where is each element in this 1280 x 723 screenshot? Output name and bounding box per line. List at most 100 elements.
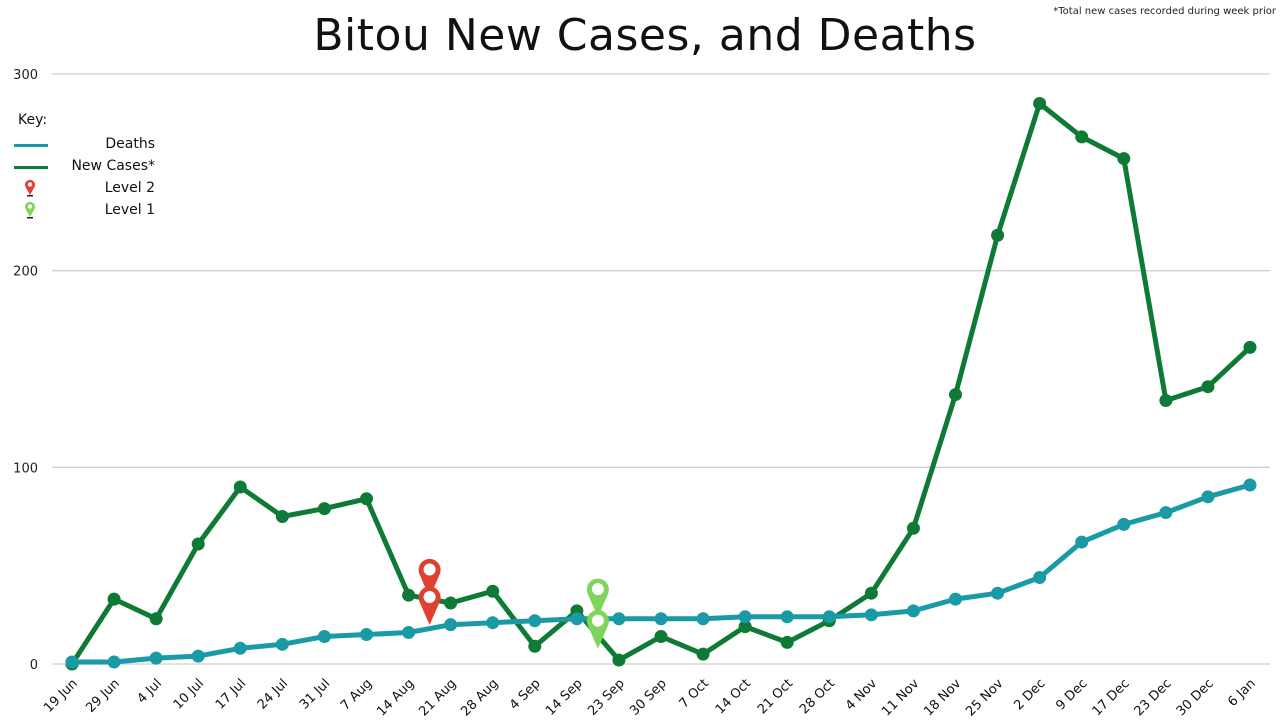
data-point-new-cases bbox=[360, 492, 373, 506]
data-point-new-cases bbox=[191, 537, 205, 551]
data-point-new-cases bbox=[949, 388, 962, 402]
data-point-deaths bbox=[486, 616, 500, 630]
level-2-pin-icon bbox=[25, 179, 35, 197]
y-tick-label: 100 bbox=[13, 461, 38, 476]
data-point-deaths bbox=[233, 641, 247, 655]
legend-label-deaths: Deaths bbox=[105, 136, 155, 152]
x-tick-label: 7 Oct bbox=[677, 676, 712, 711]
x-tick-label: 21 Aug bbox=[416, 676, 459, 719]
data-point-new-cases bbox=[1243, 340, 1257, 354]
x-tick-label: 6 Jan bbox=[1225, 676, 1259, 710]
x-tick-label: 24 Jul bbox=[255, 676, 291, 712]
series-points bbox=[65, 97, 1257, 671]
x-tick-label: 23 Sep bbox=[585, 676, 628, 719]
data-point-new-cases bbox=[1159, 393, 1173, 407]
y-tick-label: 0 bbox=[30, 658, 38, 673]
x-tick-label: 28 Aug bbox=[458, 676, 501, 719]
y-tick-label: 300 bbox=[13, 68, 38, 83]
legend-item-level-1: Level 1 bbox=[10, 200, 155, 222]
x-tick-label: 4 Jul bbox=[134, 676, 164, 706]
x-tick-label: 10 Jul bbox=[171, 676, 207, 712]
x-tick-label: 25 Nov bbox=[963, 676, 1006, 719]
x-tick-label: 29 Jun bbox=[83, 676, 123, 716]
x-tick-label: 30 Sep bbox=[627, 676, 670, 719]
data-point-deaths bbox=[822, 610, 836, 624]
legend: Key: Deaths New Cases* Level 2 Level 1 bbox=[10, 112, 155, 222]
data-point-new-cases bbox=[1201, 380, 1215, 394]
x-tick-label: 14 Oct bbox=[713, 676, 754, 717]
y-tick-label: 200 bbox=[13, 265, 38, 280]
data-point-deaths bbox=[654, 612, 668, 626]
data-point-deaths bbox=[444, 618, 458, 632]
y-tick-labels: 0 100 200 300 bbox=[13, 68, 38, 673]
data-point-new-cases bbox=[233, 480, 247, 494]
series-line-new-cases bbox=[69, 101, 1253, 667]
data-point-deaths bbox=[696, 612, 710, 626]
data-point-deaths bbox=[1075, 535, 1089, 549]
level-1-pin-icon bbox=[25, 201, 35, 219]
x-tick-label: 4 Sep bbox=[507, 676, 544, 713]
data-point-new-cases bbox=[275, 510, 289, 523]
x-tick-label: 11 Nov bbox=[879, 676, 922, 719]
data-point-deaths bbox=[528, 614, 542, 628]
level-markers bbox=[418, 558, 609, 649]
legend-label-level-2: Level 2 bbox=[104, 180, 155, 196]
x-tick-labels: 19 Jun 29 Jun 4 Jul 10 Jul 17 Jul 24 Jul 31 Ju… bbox=[41, 676, 1259, 719]
data-point-deaths bbox=[107, 655, 121, 669]
data-point-new-cases bbox=[317, 502, 331, 516]
x-tick-label: 18 Nov bbox=[921, 676, 964, 719]
data-point-deaths bbox=[570, 612, 584, 626]
legend-item-level-2: Level 2 bbox=[10, 178, 155, 200]
legend-label-new-cases: New Cases* bbox=[71, 158, 155, 174]
x-tick-label: 2 Dec bbox=[1011, 676, 1048, 713]
data-point-deaths bbox=[1243, 478, 1257, 492]
data-point-new-cases bbox=[991, 228, 1005, 242]
legend-item-deaths: Deaths bbox=[10, 134, 155, 156]
data-point-new-cases bbox=[738, 620, 752, 634]
data-point-new-cases bbox=[1117, 152, 1131, 166]
level-2-marker-dot bbox=[423, 591, 436, 604]
legend-swatch-new-cases bbox=[14, 166, 48, 169]
data-point-deaths bbox=[1033, 570, 1047, 584]
legend-swatch-deaths bbox=[14, 144, 48, 147]
legend-item-new-cases: New Cases* bbox=[10, 156, 155, 178]
data-point-new-cases bbox=[107, 592, 121, 606]
x-tick-label: 14 Sep bbox=[543, 676, 586, 719]
data-point-deaths bbox=[612, 612, 626, 626]
data-point-deaths bbox=[275, 637, 289, 651]
data-point-deaths bbox=[864, 608, 878, 622]
x-tick-label: 17 Jul bbox=[213, 676, 249, 712]
level-1-marker-dot bbox=[591, 614, 604, 627]
level-1-marker-dot bbox=[591, 583, 604, 596]
data-point-deaths bbox=[1159, 506, 1173, 520]
data-point-new-cases bbox=[696, 647, 710, 661]
data-point-new-cases bbox=[864, 586, 878, 600]
data-point-deaths bbox=[317, 629, 331, 643]
level-2-marker-dot bbox=[423, 563, 436, 576]
series-lines bbox=[69, 101, 1253, 667]
x-tick-label: 14 Aug bbox=[374, 676, 417, 719]
data-point-new-cases bbox=[906, 521, 920, 535]
data-point-deaths bbox=[1201, 490, 1215, 504]
grid-lines bbox=[52, 73, 1270, 665]
data-point-deaths bbox=[738, 610, 752, 624]
data-point-new-cases bbox=[1033, 97, 1047, 110]
x-tick-label: 31 Jul bbox=[297, 676, 333, 712]
data-point-new-cases bbox=[149, 612, 163, 626]
data-point-new-cases bbox=[1075, 130, 1089, 144]
data-point-deaths bbox=[906, 604, 920, 618]
x-tick-label: 30 Dec bbox=[1174, 676, 1217, 719]
data-point-deaths bbox=[191, 649, 205, 663]
x-tick-label: 19 Jun bbox=[41, 676, 81, 716]
legend-title: Key: bbox=[18, 112, 48, 128]
data-point-deaths bbox=[780, 610, 794, 624]
x-tick-label: 7 Aug bbox=[338, 676, 375, 713]
data-point-deaths bbox=[149, 651, 163, 665]
data-point-deaths bbox=[360, 628, 373, 641]
data-point-deaths bbox=[991, 586, 1005, 600]
x-tick-label: 17 Dec bbox=[1090, 676, 1133, 719]
data-point-deaths bbox=[1117, 517, 1131, 531]
data-point-deaths bbox=[402, 626, 416, 640]
x-tick-label: 23 Dec bbox=[1132, 676, 1175, 719]
